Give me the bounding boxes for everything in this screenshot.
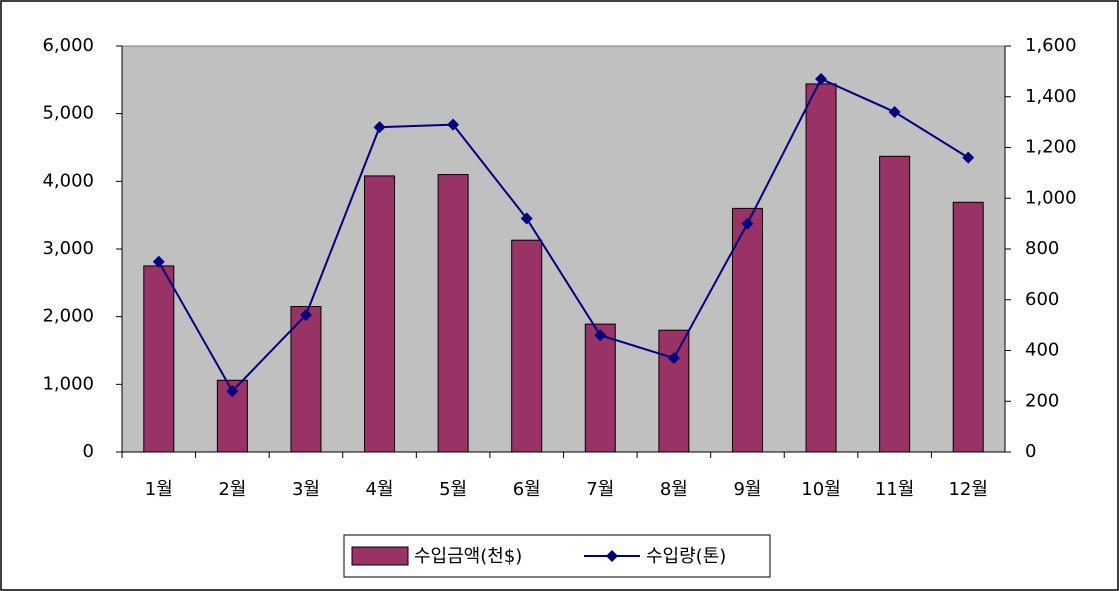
y-tick-label: 1,000 bbox=[42, 373, 94, 394]
y2-tick-label: 600 bbox=[1025, 289, 1059, 310]
bar bbox=[143, 265, 175, 453]
marker bbox=[152, 255, 165, 268]
bar bbox=[879, 155, 911, 453]
bar bbox=[952, 201, 984, 453]
y2-tick-label: 1,000 bbox=[1025, 187, 1077, 208]
x-tick-label: 12월 bbox=[948, 479, 987, 500]
bar bbox=[511, 239, 543, 453]
marker bbox=[667, 352, 680, 365]
x-tick-label: 11월 bbox=[875, 479, 914, 500]
x-tick-label: 9월 bbox=[733, 479, 761, 500]
y-tick-label: 6,000 bbox=[42, 35, 94, 56]
y2-tick-label: 1,400 bbox=[1025, 86, 1077, 107]
legend bbox=[343, 534, 771, 578]
bar bbox=[364, 175, 396, 453]
bar bbox=[290, 306, 322, 453]
legend-label: 수입량(톤) bbox=[646, 546, 726, 567]
x-tick-label: 4월 bbox=[366, 479, 394, 500]
bar bbox=[658, 329, 690, 453]
marker bbox=[815, 72, 828, 85]
legend-swatch bbox=[351, 546, 409, 566]
y2-tick-label: 0 bbox=[1025, 441, 1036, 462]
y-tick-label: 5,000 bbox=[42, 103, 94, 124]
y2-tick-label: 200 bbox=[1025, 390, 1059, 411]
marker bbox=[888, 105, 901, 118]
y-tick-label: 4,000 bbox=[42, 170, 94, 191]
marker bbox=[373, 121, 386, 134]
plot-area bbox=[121, 45, 1006, 453]
legend-label: 수입금액(천$) bbox=[414, 546, 522, 567]
marker bbox=[962, 151, 975, 164]
y2-tick-label: 800 bbox=[1025, 238, 1059, 259]
marker bbox=[520, 212, 533, 225]
marker bbox=[226, 385, 239, 398]
bar bbox=[731, 207, 763, 453]
y-tick-label: 0 bbox=[83, 441, 94, 462]
x-tick-label: 2월 bbox=[218, 479, 246, 500]
x-tick-label: 10월 bbox=[801, 479, 840, 500]
x-tick-label: 3월 bbox=[292, 479, 320, 500]
y-tick-label: 3,000 bbox=[42, 238, 94, 259]
y2-tick-label: 400 bbox=[1025, 340, 1059, 361]
y-tick-label: 2,000 bbox=[42, 306, 94, 327]
bar bbox=[437, 174, 469, 453]
marker bbox=[741, 217, 754, 230]
x-tick-label: 7월 bbox=[586, 479, 614, 500]
marker bbox=[594, 329, 607, 342]
x-tick-label: 5월 bbox=[439, 479, 467, 500]
y2-tick-label: 1,200 bbox=[1025, 137, 1077, 158]
legend-marker bbox=[606, 550, 618, 562]
x-tick-label: 8월 bbox=[660, 479, 688, 500]
bar bbox=[805, 83, 837, 453]
marker bbox=[299, 308, 312, 321]
y2-tick-label: 1,600 bbox=[1025, 35, 1077, 56]
x-tick-label: 6월 bbox=[513, 479, 541, 500]
x-tick-label: 1월 bbox=[145, 479, 173, 500]
line bbox=[157, 77, 969, 393]
marker bbox=[447, 118, 460, 131]
bar bbox=[584, 323, 616, 453]
